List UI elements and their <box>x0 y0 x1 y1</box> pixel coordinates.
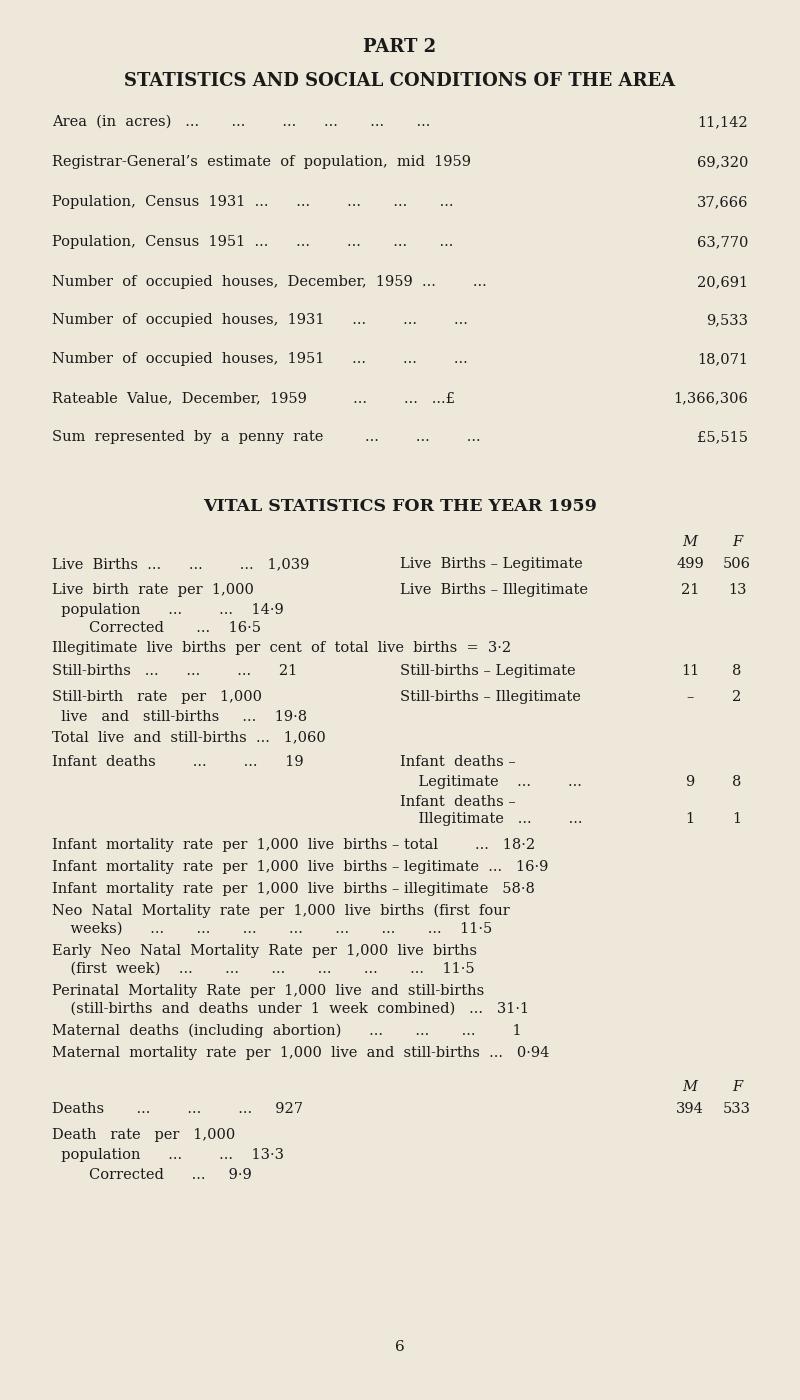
Text: Population,  Census  1931  ...      ...        ...       ...       ...: Population, Census 1931 ... ... ... ... … <box>52 195 454 209</box>
Text: Still-births – Illegitimate: Still-births – Illegitimate <box>400 690 581 704</box>
Text: Population,  Census  1951  ...      ...        ...       ...       ...: Population, Census 1951 ... ... ... ... … <box>52 235 454 249</box>
Text: STATISTICS AND SOCIAL CONDITIONS OF THE AREA: STATISTICS AND SOCIAL CONDITIONS OF THE … <box>125 71 675 90</box>
Text: Death   rate   per   1,000: Death rate per 1,000 <box>52 1128 235 1142</box>
Text: 63,770: 63,770 <box>697 235 748 249</box>
Text: Registrar-General’s  estimate  of  population,  mid  1959: Registrar-General’s estimate of populati… <box>52 155 471 169</box>
Text: Corrected       ...    16·5: Corrected ... 16·5 <box>52 622 261 636</box>
Text: Infant  deaths –: Infant deaths – <box>400 795 516 809</box>
Text: 11,142: 11,142 <box>698 115 748 129</box>
Text: Infant  mortality  rate  per  1,000  live  births – illegitimate   58·8: Infant mortality rate per 1,000 live bir… <box>52 882 535 896</box>
Text: population      ...        ...    13·3: population ... ... 13·3 <box>52 1148 284 1162</box>
Text: Early  Neo  Natal  Mortality  Rate  per  1,000  live  births: Early Neo Natal Mortality Rate per 1,000… <box>52 944 477 958</box>
Text: 21: 21 <box>681 582 699 596</box>
Text: Infant  deaths –: Infant deaths – <box>400 755 516 769</box>
Text: 8: 8 <box>732 664 742 678</box>
Text: 37,666: 37,666 <box>697 195 748 209</box>
Text: M: M <box>682 1079 698 1093</box>
Text: Maternal  deaths  (including  abortion)      ...       ...       ...        1: Maternal deaths (including abortion) ...… <box>52 1023 522 1039</box>
Text: Still-birth   rate   per   1,000: Still-birth rate per 1,000 <box>52 690 262 704</box>
Text: 8: 8 <box>732 776 742 790</box>
Text: population      ...        ...    14·9: population ... ... 14·9 <box>52 603 284 617</box>
Text: Perinatal  Mortality  Rate  per  1,000  live  and  still-births: Perinatal Mortality Rate per 1,000 live … <box>52 984 484 998</box>
Text: weeks)      ...       ...       ...       ...       ...       ...       ...    1: weeks) ... ... ... ... ... ... ... 1 <box>52 923 492 937</box>
Text: Number  of  occupied  houses,  1951      ...        ...        ...: Number of occupied houses, 1951 ... ... … <box>52 351 468 365</box>
Text: 20,691: 20,691 <box>697 274 748 288</box>
Text: Area  (in  acres)   ...       ...        ...      ...       ...       ...: Area (in acres) ... ... ... ... ... ... <box>52 115 430 129</box>
Text: £5,515: £5,515 <box>697 430 748 444</box>
Text: Illegitimate   ...        ...: Illegitimate ... ... <box>400 812 582 826</box>
Text: 1: 1 <box>686 812 694 826</box>
Text: live   and   still-births     ...    19·8: live and still-births ... 19·8 <box>52 710 307 724</box>
Text: Number  of  occupied  houses,  December,  1959  ...        ...: Number of occupied houses, December, 195… <box>52 274 486 288</box>
Text: M: M <box>682 535 698 549</box>
Text: (first  week)    ...       ...       ...       ...       ...       ...    11·5: (first week) ... ... ... ... ... ... 11·… <box>52 962 474 976</box>
Text: 533: 533 <box>723 1102 751 1116</box>
Text: F: F <box>732 1079 742 1093</box>
Text: 506: 506 <box>723 557 751 571</box>
Text: Maternal  mortality  rate  per  1,000  live  and  still-births  ...   0·94: Maternal mortality rate per 1,000 live a… <box>52 1046 550 1060</box>
Text: Still-births   ...      ...        ...      21: Still-births ... ... ... 21 <box>52 664 298 678</box>
Text: Live  birth  rate  per  1,000: Live birth rate per 1,000 <box>52 582 254 596</box>
Text: Neo  Natal  Mortality  rate  per  1,000  live  births  (first  four: Neo Natal Mortality rate per 1,000 live … <box>52 904 510 918</box>
Text: 6: 6 <box>395 1340 405 1354</box>
Text: Infant  mortality  rate  per  1,000  live  births – legitimate  ...   16·9: Infant mortality rate per 1,000 live bir… <box>52 860 548 874</box>
Text: 499: 499 <box>676 557 704 571</box>
Text: Live  Births  ...      ...        ...   1,039: Live Births ... ... ... 1,039 <box>52 557 310 571</box>
Text: (still-births  and  deaths  under  1  week  combined)   ...   31·1: (still-births and deaths under 1 week co… <box>52 1002 529 1016</box>
Text: Rateable  Value,  December,  1959          ...        ...   ...£: Rateable Value, December, 1959 ... ... .… <box>52 391 455 405</box>
Text: PART 2: PART 2 <box>363 38 437 56</box>
Text: 13: 13 <box>728 582 746 596</box>
Text: Sum  represented  by  a  penny  rate         ...        ...        ...: Sum represented by a penny rate ... ... … <box>52 430 481 444</box>
Text: –: – <box>686 690 694 704</box>
Text: 1: 1 <box>733 812 742 826</box>
Text: Deaths       ...        ...        ...     927: Deaths ... ... ... 927 <box>52 1102 303 1116</box>
Text: 11: 11 <box>681 664 699 678</box>
Text: Illegitimate  live  births  per  cent  of  total  live  births  =  3·2: Illegitimate live births per cent of tot… <box>52 641 511 655</box>
Text: 394: 394 <box>676 1102 704 1116</box>
Text: 9: 9 <box>686 776 694 790</box>
Text: 69,320: 69,320 <box>697 155 748 169</box>
Text: VITAL STATISTICS FOR THE YEAR 1959: VITAL STATISTICS FOR THE YEAR 1959 <box>203 498 597 515</box>
Text: 9,533: 9,533 <box>706 314 748 328</box>
Text: Corrected      ...     9·9: Corrected ... 9·9 <box>52 1168 252 1182</box>
Text: Infant  mortality  rate  per  1,000  live  births – total        ...   18·2: Infant mortality rate per 1,000 live bir… <box>52 839 535 853</box>
Text: 1,366,306: 1,366,306 <box>673 391 748 405</box>
Text: Live  Births – Legitimate: Live Births – Legitimate <box>400 557 582 571</box>
Text: Live  Births – Illegitimate: Live Births – Illegitimate <box>400 582 588 596</box>
Text: Total  live  and  still-births  ...   1,060: Total live and still-births ... 1,060 <box>52 729 326 743</box>
Text: Still-births – Legitimate: Still-births – Legitimate <box>400 664 576 678</box>
Text: Infant  deaths        ...        ...      19: Infant deaths ... ... 19 <box>52 755 304 769</box>
Text: 18,071: 18,071 <box>697 351 748 365</box>
Text: Number  of  occupied  houses,  1931      ...        ...        ...: Number of occupied houses, 1931 ... ... … <box>52 314 468 328</box>
Text: 2: 2 <box>732 690 742 704</box>
Text: Legitimate    ...        ...: Legitimate ... ... <box>400 776 582 790</box>
Text: F: F <box>732 535 742 549</box>
